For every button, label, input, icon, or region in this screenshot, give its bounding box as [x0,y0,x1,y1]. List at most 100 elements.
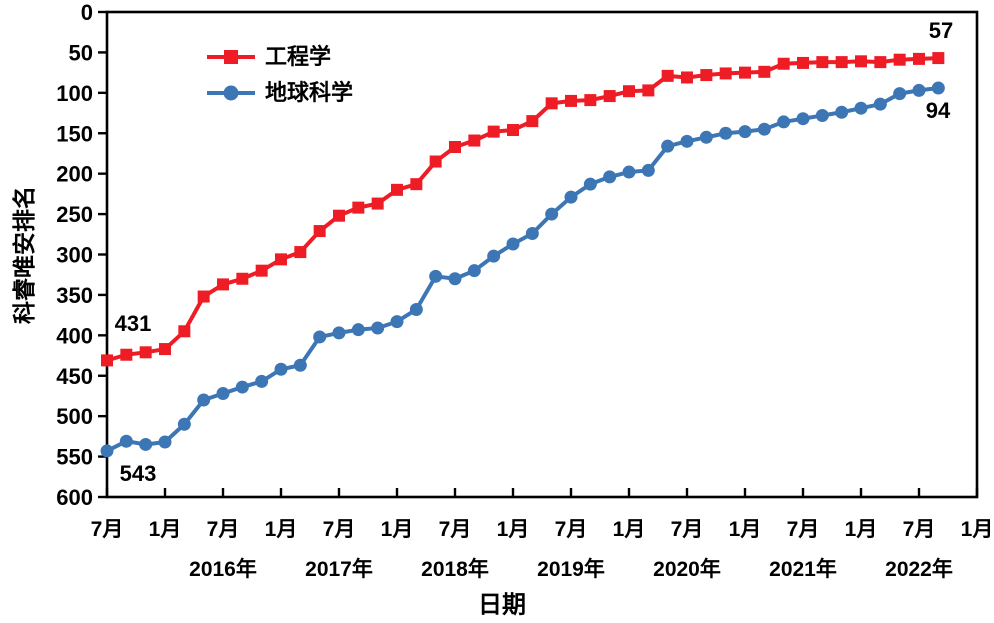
data-point-earth-science [738,125,752,139]
data-point-engineering [681,71,693,84]
data-point-earth-science [641,163,655,177]
x-month-label: 1月 [845,518,878,541]
y-tick-label: 300 [56,243,93,268]
data-point-earth-science [429,269,443,283]
data-point-engineering [913,52,925,65]
data-point-earth-science [719,126,733,140]
data-point-engineering [507,124,519,137]
data-point-engineering [391,183,403,196]
data-point-earth-science [815,108,829,122]
data-point-engineering [893,53,906,66]
data-point-earth-science [390,315,404,329]
data-point-engineering [661,69,674,82]
data-point-earth-science [525,226,539,240]
data-point-earth-science [854,101,868,115]
data-point-engineering [874,56,887,69]
legend-item-engineering: 工程学 [207,44,331,70]
x-year-label: 2017年 [305,557,373,581]
data-point-engineering [526,115,539,128]
x-year-label: 2018年 [421,557,489,581]
data-point-engineering [487,125,500,138]
y-tick-label: 400 [56,323,93,348]
data-point-engineering [797,56,809,69]
data-point-engineering [468,134,481,147]
data-point-earth-science [467,264,481,278]
x-month-label: 1月 [729,518,762,541]
data-point-earth-science [274,362,288,376]
data-point-engineering [120,348,133,361]
y-tick-label: 100 [56,81,93,106]
x-month-label: 1月 [961,518,994,541]
data-point-earth-science [409,302,423,316]
legend-label-earth-science: 地球科学 [265,80,354,105]
data-point-engineering [101,354,113,367]
data-point-earth-science [603,170,617,184]
data-point-engineering [255,264,268,277]
data-point-earth-science [177,417,191,431]
earth-science-series-icon [207,85,255,101]
data-point-engineering [816,56,829,69]
data-point-earth-science [622,165,636,179]
data-point-engineering [217,278,229,291]
data-point-engineering [429,155,442,168]
x-month-label: 1月 [613,518,646,541]
data-point-engineering [719,67,732,80]
data-point-earth-science [777,115,791,129]
data-point-earth-science [583,177,597,191]
series-line-earth-science [106,85,939,453]
data-point-engineering [835,56,848,69]
data-point-earth-science [197,393,211,407]
engineering-series-icon [207,50,255,64]
data-point-engineering [294,246,307,259]
data-point-earth-science [699,130,713,144]
y-axis-title: 科睿唯安排名 [11,186,37,324]
x-month-label: 7月 [671,518,704,541]
data-point-earth-science [332,326,346,340]
data-point-engineering [197,290,210,303]
data-point-earth-science [564,190,578,204]
data-point-earth-science [680,134,694,148]
legend-item-earth-science: 地球科学 [207,80,353,106]
data-point-engineering [603,90,616,103]
x-year-label: 2021年 [769,557,837,581]
y-tick-label: 550 [56,445,93,470]
data-point-engineering [333,209,345,222]
x-year-label: 2022年 [885,557,953,581]
x-month-label: 7月 [903,518,936,541]
data-point-earth-science [873,97,887,111]
x-year-label: 2019年 [537,557,605,581]
data-point-engineering [565,94,577,107]
y-tick-label: 250 [56,202,93,227]
data-point-earth-science [487,249,501,263]
data-point-engineering [739,66,751,79]
y-tick-label: 500 [56,404,93,429]
y-tick-label: 50 [69,40,93,65]
data-point-earth-science [255,374,269,388]
x-month-label: 1月 [149,518,182,541]
x-month-label: 7月 [555,518,588,541]
data-point-earth-science [757,122,771,136]
data-point-earth-science [506,237,520,251]
data-point-earth-science [158,435,172,449]
data-point-engineering [545,97,558,110]
data-point-earth-science [371,321,385,335]
x-month-label: 7月 [323,518,356,541]
data-point-earth-science [100,444,114,458]
data-point-engineering [777,57,790,70]
data-point-earth-science [912,83,926,97]
data-point-engineering [236,272,249,285]
data-point-engineering [642,84,655,97]
data-point-engineering [410,178,423,191]
data-point-earth-science [119,434,133,448]
data-point-engineering [178,325,191,338]
data-point-engineering [758,65,771,78]
data-point-earth-science [835,105,849,119]
data-point-earth-science [661,139,675,153]
data-point-engineering [139,346,152,359]
data-point-engineering [855,55,867,68]
data-point-earth-science [931,81,945,95]
y-tick-label: 200 [56,162,93,187]
data-point-engineering [275,253,287,266]
data-point-earth-science [893,87,907,101]
data-point-engineering [313,225,326,238]
